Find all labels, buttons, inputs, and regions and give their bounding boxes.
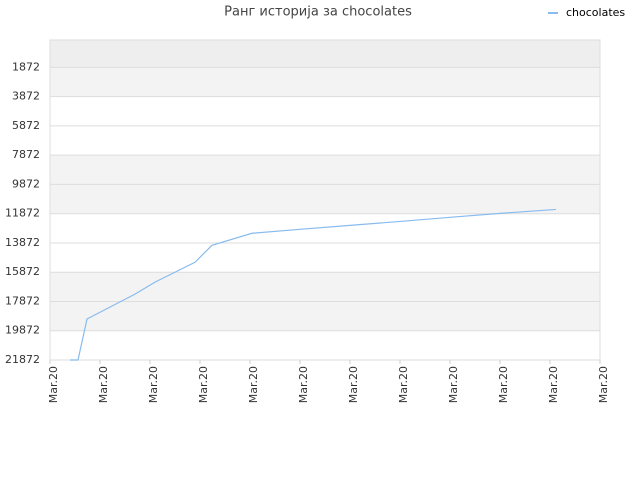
band [50, 96, 600, 126]
x-tick-label: Mar.20 [347, 366, 360, 403]
band [50, 330, 600, 360]
band [50, 67, 600, 97]
band [50, 213, 600, 243]
x-tick-label: Mar.20 [297, 366, 310, 403]
band [50, 155, 600, 185]
y-tick-label: 11872 [5, 207, 40, 220]
band [50, 40, 600, 68]
x-tick-label: Mar.20 [97, 366, 110, 403]
x-tick-label: Mar.20 [247, 366, 260, 403]
x-tick-label: Mar.20 [497, 366, 510, 403]
band [50, 301, 600, 331]
y-tick-label: 9872 [12, 177, 40, 190]
y-tick-label: 7872 [12, 148, 40, 161]
line [70, 208, 557, 361]
y-tick-label: 21872 [5, 353, 40, 366]
x-tick-label: Mar.20 [197, 366, 210, 403]
band [50, 242, 600, 273]
y-tick-label: 5872 [12, 119, 40, 132]
x-tick-label: Mar.20 [547, 366, 560, 403]
y-tick-label: 15872 [5, 265, 40, 278]
band [50, 184, 600, 214]
x-tick-label: Mar.20 [147, 366, 160, 403]
chart-title: Ранг историја за chocolates [224, 5, 412, 20]
y-tick-label: 17872 [5, 294, 40, 307]
band [50, 272, 600, 302]
x-tick-label: Mar.20 [47, 366, 60, 403]
y-tick-label: 19872 [5, 324, 40, 337]
x-tick-label: Mar.20 [447, 366, 460, 403]
legend-label: chocolates [566, 6, 625, 19]
y-tick-label: 3872 [12, 90, 40, 103]
y-tick-label: 13872 [5, 236, 40, 249]
x-tick-label: Mar.20 [597, 366, 610, 403]
band [50, 125, 600, 156]
y-tick-label: 1872 [12, 60, 40, 73]
x-tick-label: Mar.20 [397, 366, 410, 403]
